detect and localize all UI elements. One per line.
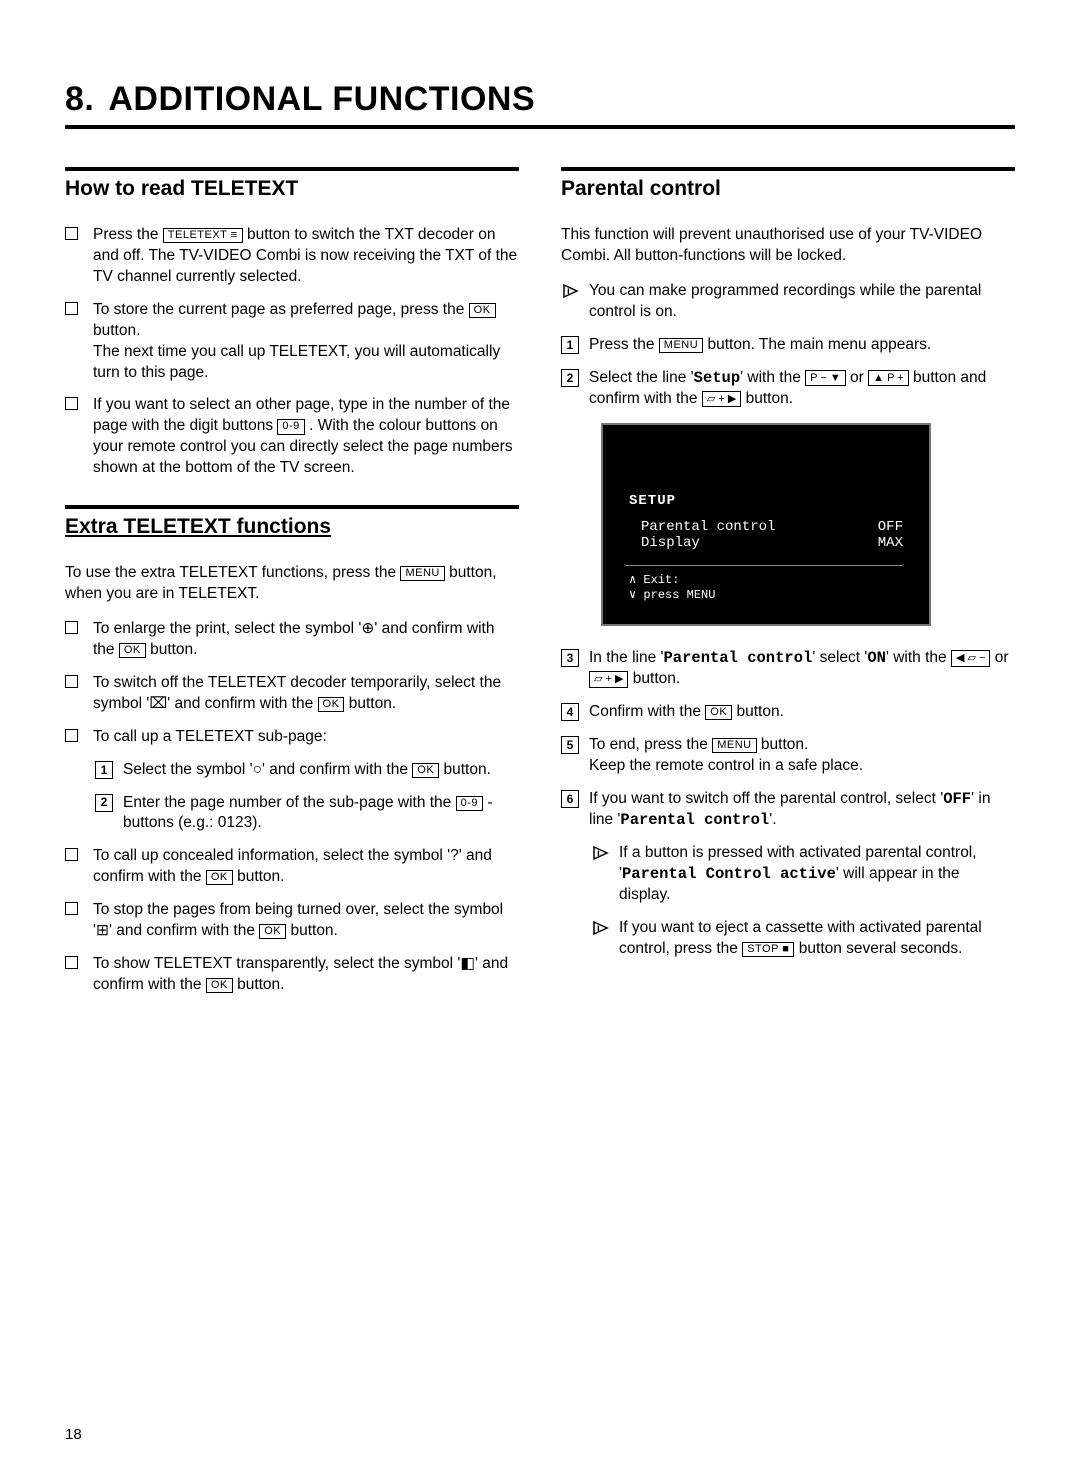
p-down-button-label: P − ▼ (805, 370, 846, 386)
left-column: How to read TELETEXT Press the TELETEXT … (65, 167, 519, 1008)
parental-tip-1: i You can make programmed recordings whi… (561, 281, 1015, 323)
tip-icon: i (591, 919, 609, 937)
chapter-title: 8. ADDITIONAL FUNCTIONS (65, 80, 1015, 129)
svg-text:i: i (597, 923, 600, 934)
on-label: ON (867, 649, 886, 667)
teletext-bullet-3: If you want to select an other page, typ… (65, 395, 519, 479)
menu-button-label: MENU (712, 738, 756, 753)
extra-step-1: 1 Select the symbol '○' and confirm with… (95, 760, 519, 781)
teletext-bullet-2: To store the current page as preferred p… (65, 300, 519, 384)
right-button-label: ▱ + ▶ (702, 391, 741, 407)
step-number-icon: 1 (561, 336, 579, 354)
teletext-bullet-1: Press the TELETEXT ≡ button to switch th… (65, 225, 519, 288)
checkbox-icon (65, 302, 78, 315)
teletext-button-label: TELETEXT ≡ (163, 228, 243, 243)
osd-row-1-value: OFF (878, 519, 903, 535)
section-teletext-title: How to read TELETEXT (65, 167, 519, 201)
parental-intro: This function will prevent unauthorised … (561, 225, 1015, 267)
svg-text:i: i (597, 848, 600, 859)
chapter-title-text: ADDITIONAL FUNCTIONS (108, 80, 535, 118)
extra-step-2: 2 Enter the page number of the sub-page … (95, 793, 519, 835)
checkbox-icon (65, 397, 78, 410)
parental-tip-2: i If a button is pressed with activated … (591, 843, 1015, 906)
stop-button-label: STOP ■ (742, 942, 794, 957)
osd-row-2-label: Display (641, 535, 700, 551)
parental-control-label: Parental control (620, 811, 769, 829)
transparent-symbol: ◧ (460, 955, 475, 972)
osd-title: SETUP (629, 493, 903, 509)
page-number: 18 (65, 1426, 82, 1443)
osd-foot-2: ∨ press MENU (629, 587, 903, 602)
osd-foot-1: ∧ Exit: (629, 572, 903, 587)
extra-bullet-6: To show TELETEXT transparently, select t… (65, 954, 519, 996)
osd-row-1-label: Parental control (641, 519, 775, 535)
off-symbol: ⌧ (149, 695, 167, 712)
ok-button-label: OK (412, 763, 439, 778)
checkbox-icon (65, 902, 78, 915)
svg-text:i: i (567, 286, 570, 297)
checkbox-icon (65, 956, 78, 969)
step-number-icon: 3 (561, 649, 579, 667)
osd-row-2-value: MAX (878, 535, 903, 551)
enlarge-symbol: ⊕ (361, 620, 374, 637)
question-symbol: ? (450, 847, 459, 864)
step-number-icon: 1 (95, 761, 113, 779)
off-label: OFF (943, 790, 971, 808)
digit-button-label: 0-9 (277, 419, 304, 434)
section-parental-title: Parental control (561, 167, 1015, 201)
extra-intro: To use the extra TELETEXT functions, pre… (65, 563, 519, 605)
right-column: Parental control This function will prev… (561, 167, 1015, 1008)
parental-step-2: 2 Select the line 'Setup' with the P − ▼… (561, 368, 1015, 410)
extra-bullet-2: To switch off the TELETEXT decoder tempo… (65, 673, 519, 715)
checkbox-icon (65, 848, 78, 861)
checkbox-icon (65, 227, 78, 240)
tip-icon: i (561, 282, 579, 300)
osd-screenshot: SETUP Parental control OFF Display MAX ∧ E… (601, 423, 931, 626)
stop-symbol: ⊞ (96, 922, 109, 939)
parental-active-label: Parental Control active (622, 865, 836, 883)
extra-bullet-3: To call up a TELETEXT sub-page: (65, 727, 519, 748)
chapter-number: 8. (65, 80, 94, 118)
ok-button-label: OK (705, 705, 732, 720)
checkbox-icon (65, 675, 78, 688)
menu-button-label: MENU (400, 566, 444, 581)
checkbox-icon (65, 729, 78, 742)
digit-button-label: 0-9 (456, 796, 483, 811)
ok-button-label: OK (206, 870, 233, 885)
tip-icon: i (591, 844, 609, 862)
checkbox-icon (65, 621, 78, 634)
ok-button-label: OK (259, 924, 286, 939)
extra-bullet-5: To stop the pages from being turned over… (65, 900, 519, 942)
step-number-icon: 2 (95, 794, 113, 812)
step-number-icon: 6 (561, 790, 579, 808)
parental-tip-3: i If you want to eject a cassette with a… (591, 918, 1015, 960)
p-up-button-label: ▲ P + (868, 370, 909, 386)
left-button-label: ◀ ▱ − (951, 650, 990, 666)
ok-button-label: OK (318, 697, 345, 712)
ok-button-label: OK (469, 303, 496, 318)
circle-symbol: ○ (253, 761, 262, 778)
step-number-icon: 2 (561, 369, 579, 387)
extra-bullet-1: To enlarge the print, select the symbol … (65, 619, 519, 661)
parental-step-4: 4 Confirm with the OK button. (561, 702, 1015, 723)
setup-label: Setup (694, 369, 741, 387)
parental-step-3: 3 In the line 'Parental control' select … (561, 648, 1015, 690)
parental-step-6: 6 If you want to switch off the parental… (561, 789, 1015, 831)
step-number-icon: 5 (561, 736, 579, 754)
ok-button-label: OK (119, 643, 146, 658)
right-button-label: ▱ + ▶ (589, 671, 628, 687)
section-extra-title: Extra TELETEXT functions (65, 505, 519, 539)
menu-button-label: MENU (659, 338, 703, 353)
parental-control-label: Parental control (663, 649, 812, 667)
parental-step-1: 1 Press the MENU button. The main menu a… (561, 335, 1015, 356)
ok-button-label: OK (206, 978, 233, 993)
parental-step-5: 5 To end, press the MENU button.Keep the… (561, 735, 1015, 777)
extra-bullet-4: To call up concealed information, select… (65, 846, 519, 888)
step-number-icon: 4 (561, 703, 579, 721)
